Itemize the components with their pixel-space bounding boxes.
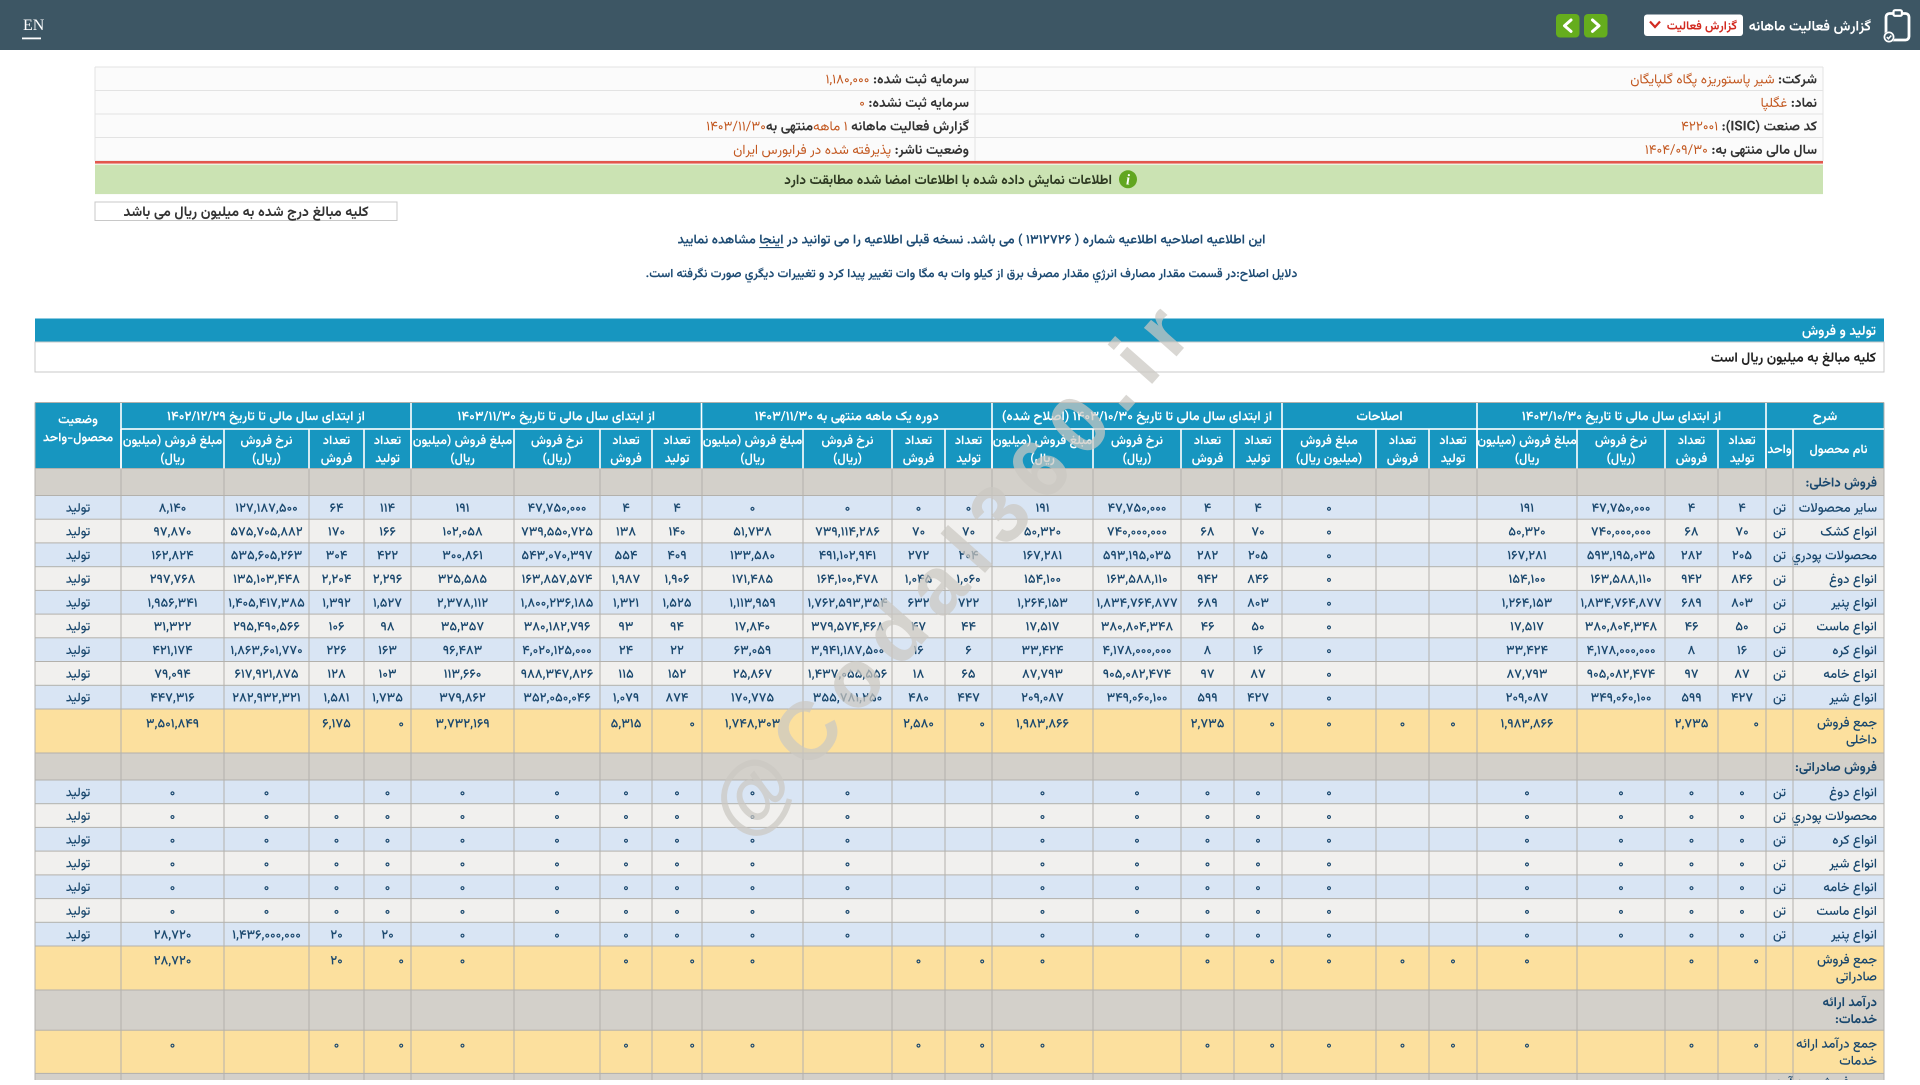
svg-text:i: i — [1126, 172, 1130, 188]
svg-text:EN: EN — [23, 17, 45, 34]
